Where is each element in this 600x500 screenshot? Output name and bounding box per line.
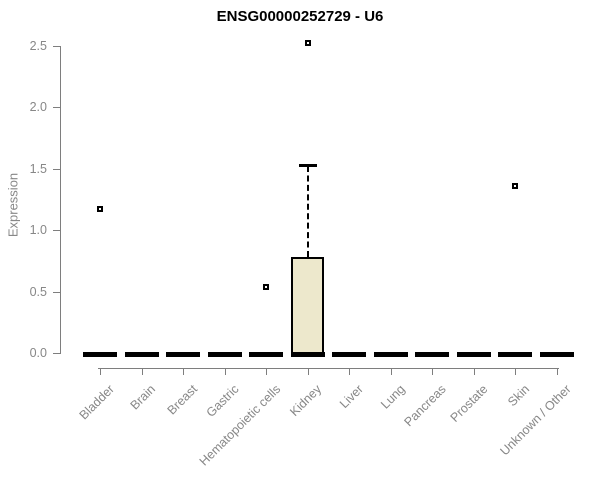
median-bar (83, 352, 117, 357)
y-tick-mark (52, 45, 60, 47)
x-tick-label: Gastric (203, 382, 242, 420)
median-bar (539, 352, 574, 357)
y-tick-mark (52, 353, 60, 355)
y-tick-label: 2.0 (29, 100, 47, 114)
y-tick-label: 0.0 (29, 346, 47, 360)
outlier-point (263, 283, 269, 290)
x-tick-mark (473, 368, 475, 375)
median-bar (249, 352, 283, 357)
median-bar (124, 352, 159, 357)
outlier-point (304, 40, 311, 47)
median-bar (332, 352, 366, 357)
x-axis-line (98, 368, 559, 370)
y-tick-label: 0.5 (29, 284, 47, 299)
x-tick-label: Prostate (447, 382, 491, 425)
x-tick-label: Unknown / Other (497, 382, 574, 459)
whisker-cap (298, 163, 317, 167)
median-bar (166, 352, 200, 357)
x-tick-label: Brain (127, 382, 159, 413)
x-tick-mark (266, 368, 268, 375)
x-tick-label: Liver (336, 382, 366, 412)
x-tick-mark (141, 368, 143, 375)
x-tick-mark (183, 368, 185, 375)
outlier-point (97, 206, 103, 213)
chart-title: ENSG00000252729 - U6 (216, 8, 384, 25)
y-tick-mark (52, 107, 60, 109)
outlier-point (512, 182, 518, 189)
x-tick-label: Kidney (287, 382, 325, 419)
y-axis-line (59, 45, 61, 354)
x-tick-mark (390, 368, 392, 375)
x-tick-label: Breast (164, 382, 200, 418)
x-tick-label: Lung (377, 382, 408, 412)
y-tick-mark (52, 230, 60, 232)
x-tick-label: Pancreas (401, 382, 449, 430)
median-bar (498, 352, 532, 357)
x-tick-mark (100, 368, 102, 375)
x-tick-mark (349, 368, 351, 375)
x-tick-label: Hematopoietic cells (196, 382, 283, 469)
x-tick-mark (224, 368, 226, 375)
y-tick-label: 1.5 (29, 161, 47, 176)
median-bar (373, 352, 408, 357)
x-tick-label: Skin (504, 382, 532, 410)
x-tick-label: Bladder (76, 382, 117, 423)
x-tick-mark (515, 368, 517, 375)
y-tick-label: 2.5 (29, 38, 47, 53)
box (291, 257, 324, 357)
y-tick-label: 1.0 (29, 223, 47, 237)
x-tick-mark (432, 368, 434, 375)
x-tick-mark (307, 368, 309, 375)
median-bar (415, 352, 449, 357)
median-bar (207, 352, 242, 357)
median-bar (456, 352, 491, 357)
whisker-line (306, 165, 309, 258)
x-tick-mark (556, 368, 558, 375)
y-tick-mark (52, 291, 60, 293)
y-tick-mark (52, 168, 60, 170)
median-bar (290, 352, 325, 357)
